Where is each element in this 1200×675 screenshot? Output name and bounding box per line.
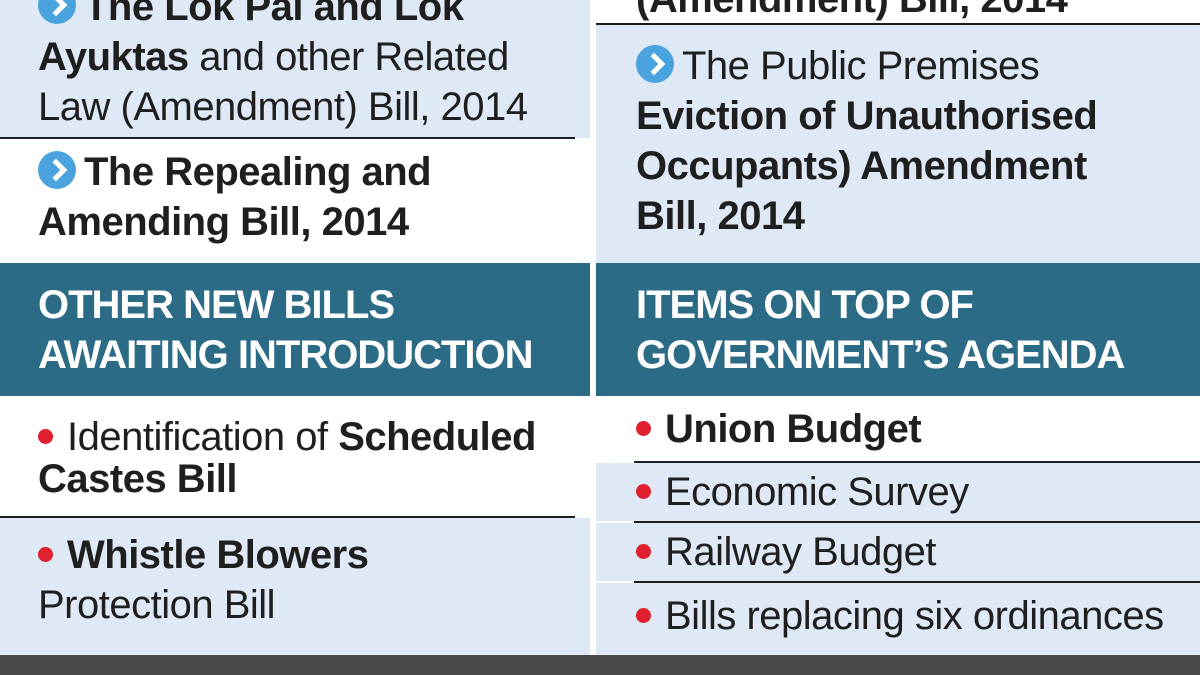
header-line1: ITEMS ON TOP OF bbox=[636, 283, 974, 327]
red-bullet-icon bbox=[636, 421, 651, 436]
red-bullet-icon bbox=[636, 608, 651, 623]
chevron-circle-icon bbox=[38, 0, 76, 24]
list-item: Whistle Blowers Protection Bill bbox=[0, 518, 590, 655]
bill-premises-line1: The Public Premises bbox=[682, 44, 1040, 88]
agenda-item-label: Union Budget bbox=[665, 407, 922, 451]
item-bold: Scheduled bbox=[338, 415, 536, 459]
column-separator bbox=[590, 0, 596, 655]
divider bbox=[634, 521, 1200, 523]
bill-lokpal-line1: The Lok Pal and Lok bbox=[84, 0, 464, 29]
chevron-circle-icon bbox=[636, 45, 674, 83]
bill-repealing-line1: The Repealing and bbox=[84, 150, 432, 194]
list-item: Union Budget bbox=[596, 396, 1200, 462]
header-line2: AWAITING INTRODUCTION bbox=[38, 333, 534, 377]
item-prefix: Identification of bbox=[67, 415, 339, 459]
bill-top-block: (Amendment) Bill, 2014 bbox=[596, 0, 1200, 24]
list-item: Identification of Scheduled Castes Bill bbox=[0, 396, 590, 518]
bill-lokpal-line2-bold: Ayuktas bbox=[38, 35, 189, 79]
divider bbox=[0, 137, 575, 139]
red-bullet-icon bbox=[38, 547, 53, 562]
divider bbox=[634, 461, 1200, 463]
item-line2: Protection Bill bbox=[38, 583, 276, 627]
bill-repealing-line2: Amending Bill, 2014 bbox=[38, 200, 409, 244]
chevron-circle-icon bbox=[38, 151, 76, 189]
section-header-agenda: ITEMS ON TOP OF GOVERNMENT’S AGENDA bbox=[596, 263, 1200, 396]
divider bbox=[0, 516, 575, 518]
bill-lokpal-block: The Lok Pal and Lok Ayuktas and other Re… bbox=[0, 0, 590, 138]
bill-premises-line2: Eviction of Unauthorised bbox=[636, 94, 1098, 138]
bill-lokpal-line2-rest: and other Related bbox=[188, 35, 509, 79]
item-line2: Castes Bill bbox=[38, 457, 238, 501]
agenda-item-label: Bills replacing six ordinances bbox=[665, 594, 1164, 638]
agenda-item-label: Railway Budget bbox=[665, 530, 936, 574]
list-item: Railway Budget bbox=[596, 523, 1200, 581]
agenda-item-label: Economic Survey bbox=[665, 470, 969, 514]
divider bbox=[596, 23, 1200, 25]
red-bullet-icon bbox=[636, 544, 651, 559]
red-bullet-icon bbox=[636, 484, 651, 499]
bill-repealing-block: The Repealing and Amending Bill, 2014 bbox=[0, 139, 590, 263]
list-item: Bills replacing six ordinances bbox=[596, 583, 1200, 655]
left-column: The Lok Pal and Lok Ayuktas and other Re… bbox=[0, 0, 590, 655]
divider bbox=[634, 581, 1200, 583]
bill-lokpal-line3: Law (Amendment) Bill, 2014 bbox=[38, 85, 528, 129]
footer-bar bbox=[0, 655, 1200, 675]
list-item: Economic Survey bbox=[596, 463, 1200, 521]
item-bold: Whistle Blowers bbox=[67, 533, 369, 577]
bill-premises-line4: Bill, 2014 bbox=[636, 194, 805, 238]
header-line1: OTHER NEW BILLS bbox=[38, 283, 395, 327]
bill-premises-block: The Public Premises Eviction of Unauthor… bbox=[596, 25, 1200, 263]
bill-top-line1: (Amendment) Bill, 2014 bbox=[636, 0, 1068, 24]
red-bullet-icon bbox=[38, 429, 53, 444]
right-column: (Amendment) Bill, 2014 The Public Premis… bbox=[596, 0, 1200, 655]
section-header-new-bills: OTHER NEW BILLS AWAITING INTRODUCTION bbox=[0, 263, 590, 396]
header-line2: GOVERNMENT’S AGENDA bbox=[636, 333, 1125, 377]
bill-premises-line3: Occupants) Amendment bbox=[636, 144, 1087, 188]
